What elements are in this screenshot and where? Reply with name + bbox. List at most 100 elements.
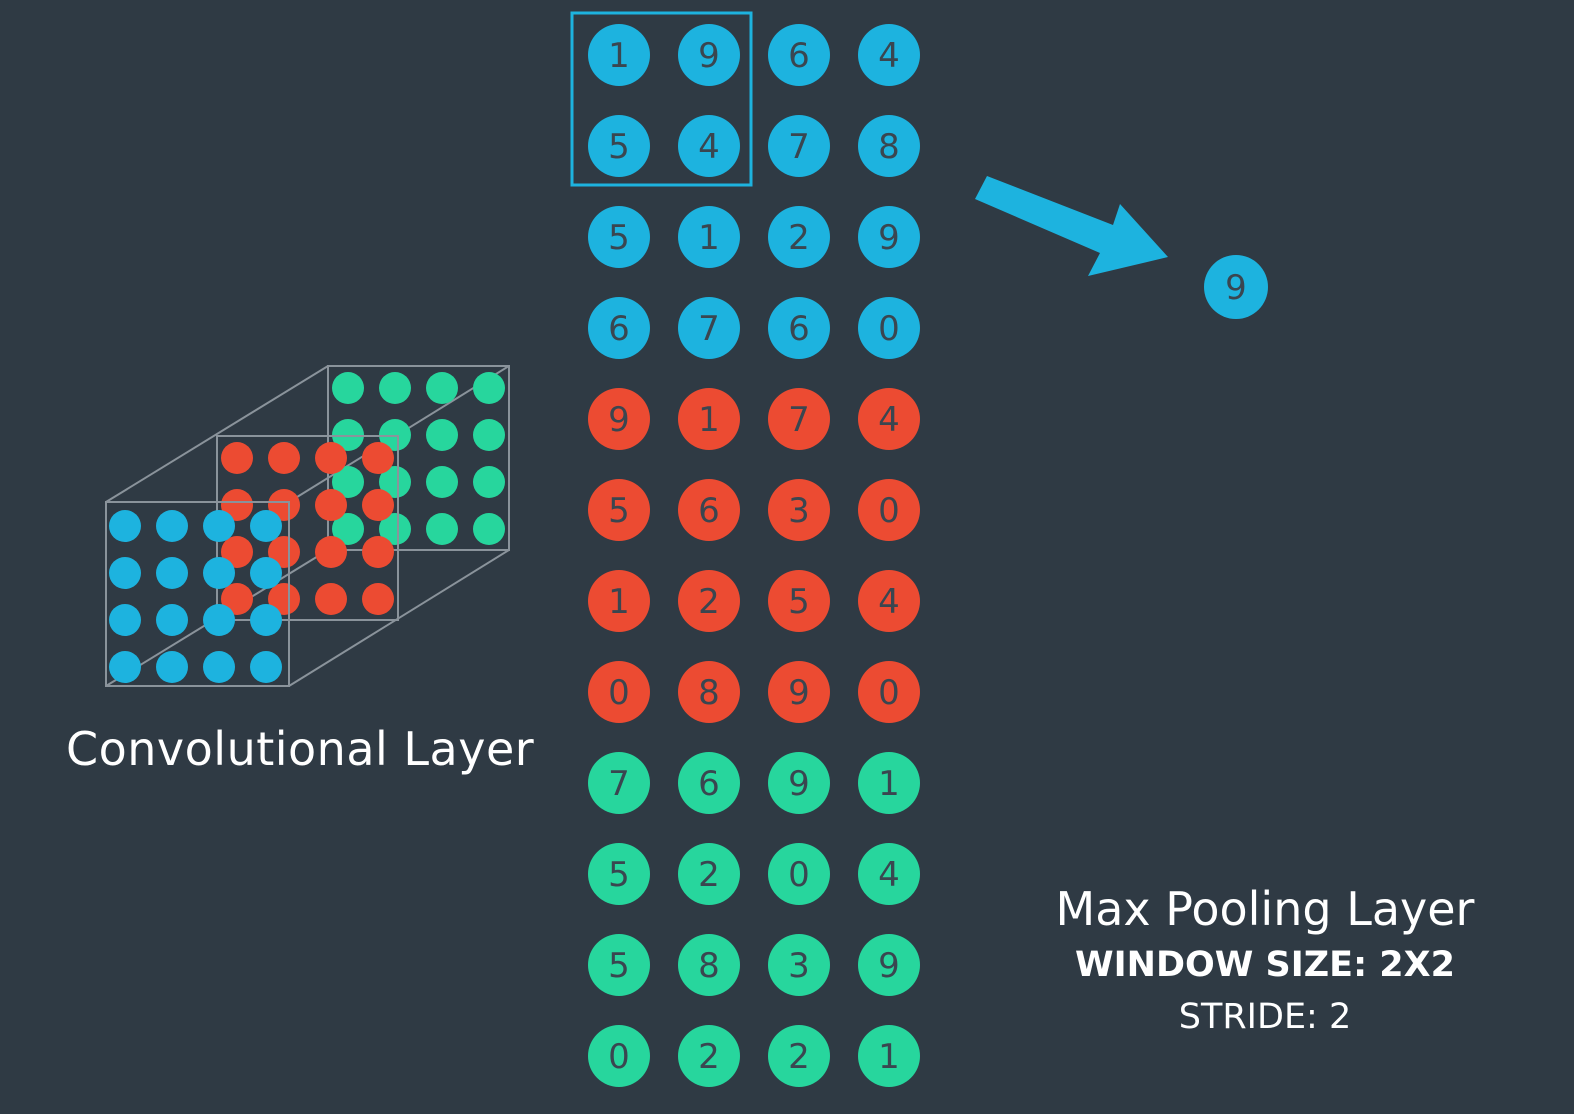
grid-value: 9 [608,400,630,440]
grid-node [678,1025,740,1087]
grid-node [678,297,740,359]
grid-node [768,661,830,723]
cube-dot [221,489,253,521]
cube-dot [362,489,394,521]
grid-node [768,297,830,359]
grid-value: 1 [608,582,630,622]
cube-dot [426,419,458,451]
grid-node [678,934,740,996]
grid-node [588,843,650,905]
grid-node [588,479,650,541]
grid-value: 0 [878,491,900,531]
grid-node [678,479,740,541]
grid-node [858,388,920,450]
grid-value: 5 [608,491,630,531]
grid-value: 2 [788,1037,810,1077]
grid-value: 2 [698,582,720,622]
cube-face [105,501,290,687]
grid-node [858,752,920,814]
cube-dot [221,536,253,568]
pooling-window-highlight [570,11,753,187]
grid-node [588,24,650,86]
grid-value: 9 [788,764,810,804]
grid-node [858,661,920,723]
cube-dot [473,466,505,498]
pooling-output-value: 9 [1225,268,1247,308]
cube-dot [203,604,235,636]
grid-value: 0 [788,855,810,895]
grid-value: 9 [878,946,900,986]
grid-node [858,934,920,996]
grid-value: 0 [878,309,900,349]
cube-dot [221,442,253,474]
grid-node [858,206,920,268]
grid-node [678,24,740,86]
grid-value: 6 [698,764,720,804]
grid-node [588,661,650,723]
grid-node [588,297,650,359]
cube-dot [362,442,394,474]
grid-value: 1 [698,400,720,440]
cube-dot [203,651,235,683]
grid-node [768,570,830,632]
grid-node [858,115,920,177]
grid-value: 1 [878,764,900,804]
grid-node [588,1025,650,1087]
window-size-label: WINDOW SIZE: 2X2 [1075,945,1455,985]
grid-value: 2 [698,855,720,895]
grid-value: 8 [698,673,720,713]
grid-value: 5 [608,946,630,986]
grid-value: 0 [608,1037,630,1077]
grid-value: 8 [698,946,720,986]
feature-map-grid: 1 9 6 45 4 7 85 1 2 96 7 6 09 1 7 45 6 3 01 2 5 40 8 9 07 6 9 15 2 0 4… [588,24,920,1087]
grid-value: 4 [878,582,900,622]
cube-dot [473,372,505,404]
cube-dot [109,510,141,542]
cube-dot [315,536,347,568]
cube-dot [362,583,394,615]
grid-value: 2 [698,1037,720,1077]
grid-value: 3 [788,491,810,531]
cube-dot [268,489,300,521]
cube-dot [250,510,282,542]
grid-value: 4 [878,855,900,895]
grid-node [858,297,920,359]
grid-value: 6 [698,491,720,531]
grid-value: 6 [788,36,810,76]
cube-dot [250,604,282,636]
grid-node [768,843,830,905]
cube-dot [156,557,188,589]
grid-node [768,479,830,541]
grid-node [768,24,830,86]
cube-dot [379,372,411,404]
grid-value: 9 [878,218,900,258]
grid-node [588,206,650,268]
grid-node [588,934,650,996]
grid-value: 1 [698,218,720,258]
grid-node [858,843,920,905]
pooling-output-circle [1204,255,1268,319]
cube-dot [473,419,505,451]
cube-dot [379,513,411,545]
cube-dot [203,557,235,589]
grid-value: 9 [788,673,810,713]
convolutional-layer-cube [105,365,510,687]
grid-value: 7 [698,309,720,349]
grid-value: 1 [878,1037,900,1077]
grid-value: 6 [608,309,630,349]
grid-value: 5 [788,582,810,622]
grid-value: 8 [878,127,900,167]
cube-dot [250,557,282,589]
cube-dot [156,510,188,542]
grid-node [678,752,740,814]
cube-dot [315,442,347,474]
grid-node [768,1025,830,1087]
grid-value: 5 [608,127,630,167]
grid-value: 0 [878,673,900,713]
grid-value: 4 [698,127,720,167]
convolutional-layer-label: Convolutional Layer [66,722,535,776]
grid-value: 7 [608,764,630,804]
cube-dot [268,536,300,568]
grid-node [858,24,920,86]
grid-value: 4 [878,400,900,440]
